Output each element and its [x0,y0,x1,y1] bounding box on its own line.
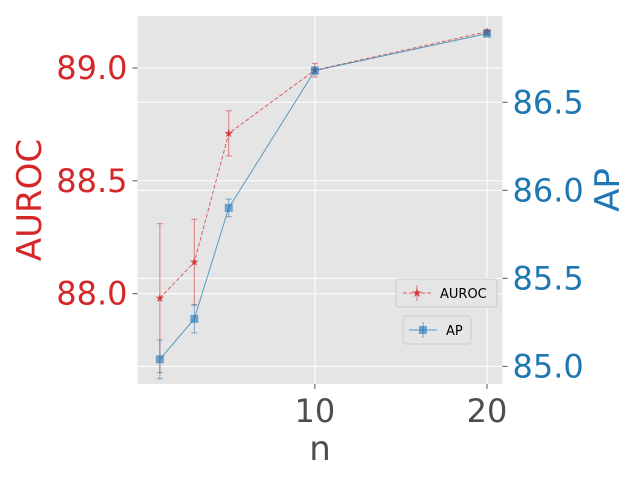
left-y-tick-label: 88.5 [56,162,127,200]
x-tick-label: 10 [294,392,335,430]
ap-point [190,314,199,323]
auroc-point [155,293,165,302]
series-layer [155,27,492,380]
legend-auroc-box [395,278,498,308]
right-y-tick-label: 85.0 [513,347,584,385]
left-y-tick-label: 89.0 [56,49,127,87]
ap-point [310,66,319,75]
auroc-point [224,128,234,138]
legend-auroc: AUROC [395,278,498,308]
right-y-tick-label: 86.5 [513,83,584,121]
right-y-axis-label: AP [588,168,628,212]
legend-ap-square-icon [419,326,427,334]
legend-auroc-label: AUROC [440,287,487,302]
left-y-tick-label: 88.0 [56,275,127,313]
left-y-axis-label: AUROC [10,139,50,261]
legend-auroc-star-icon [412,288,422,297]
right-y-tick-label: 85.5 [513,259,584,297]
legend-ap-label: AP [446,324,463,339]
x-axis-label: n [309,429,331,469]
ap-point [224,203,233,212]
x-tick-label: 20 [467,392,508,430]
ticks-layer: 10 20 88.0 88.5 89.0 85.0 85.5 86.0 86.5 [56,49,584,430]
auroc-point [190,257,199,266]
legend-ap: AP [402,315,472,345]
right-y-tick-label: 86.0 [513,171,584,209]
ap-point [155,355,164,364]
ap-point [483,29,492,38]
